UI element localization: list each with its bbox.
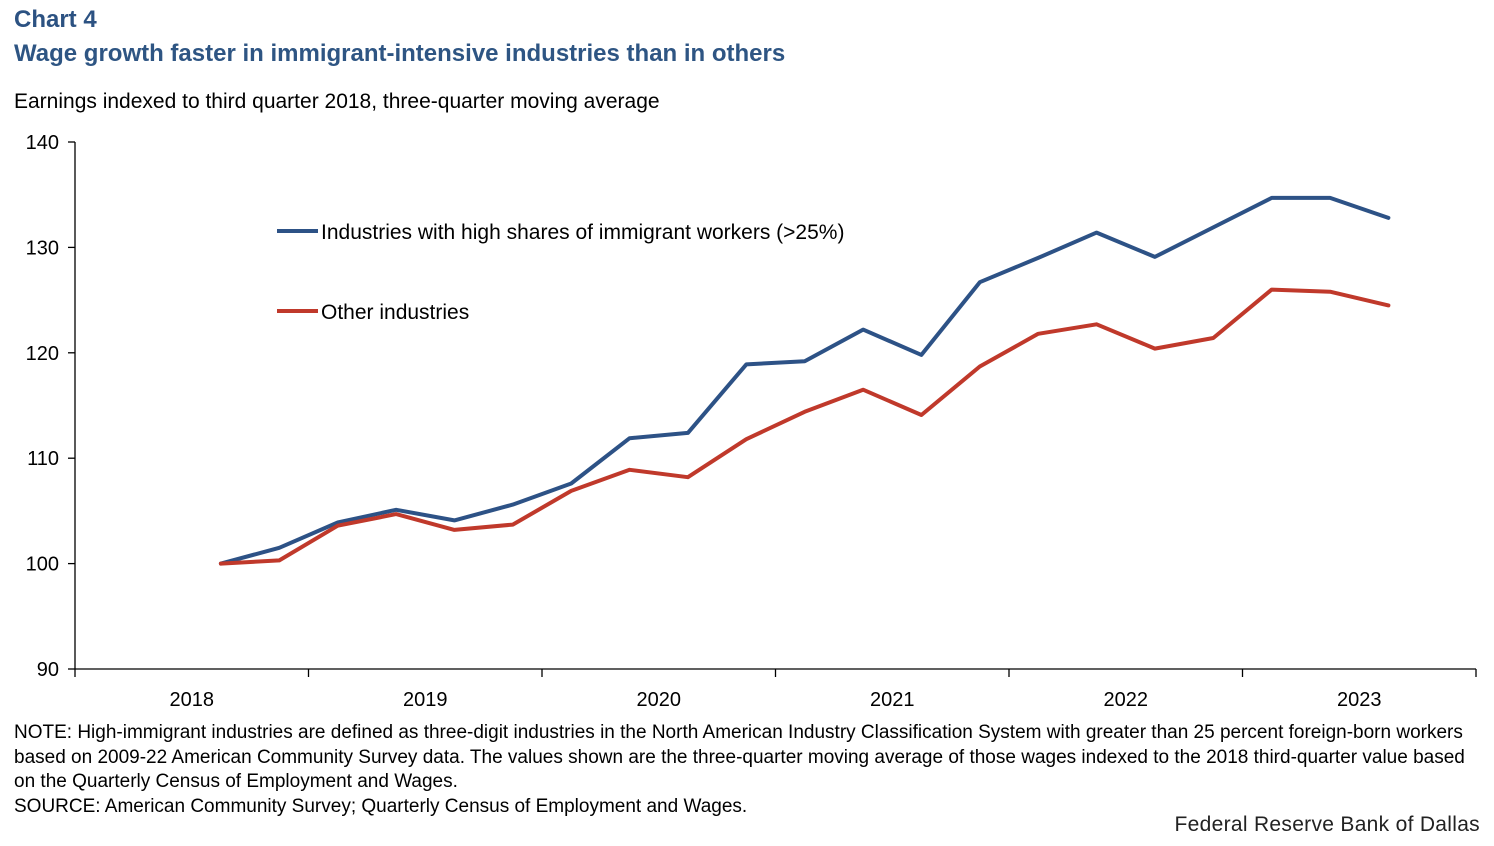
x-tick-label: 2020 [637, 689, 682, 711]
chart-legend: Industries with high shares of immigrant… [277, 221, 844, 324]
x-tick-label: 2018 [170, 689, 215, 711]
y-tick-label: 100 [26, 554, 59, 576]
chart-title: Wage growth faster in immigrant-intensiv… [14, 40, 786, 67]
y-tick-label: 90 [37, 659, 59, 681]
chart-axes: 90 100 110 120 130 140 2018 2019 2020 2021 2022 202… [26, 132, 1477, 711]
source-text: SOURCE: American Community Survey; Quart… [14, 795, 748, 817]
legend-label-1: Industries with high shares of immigrant… [321, 221, 844, 244]
chart-subtitle: Earnings indexed to third quarter 2018, … [14, 90, 660, 113]
y-tick-label: 110 [27, 448, 59, 470]
x-tick-label: 2021 [870, 689, 915, 711]
legend-label-2: Other industries [321, 301, 469, 324]
chart-label: Chart 4 [14, 6, 97, 33]
chart-series [218, 195, 1391, 566]
series-line-1 [218, 195, 1391, 566]
y-tick-label: 130 [26, 237, 59, 259]
chart-notes: NOTE: High-immigrant industries are defi… [14, 721, 1484, 819]
note-text: NOTE: High-immigrant industries are defi… [14, 722, 1465, 792]
x-tick-label: 2023 [1337, 689, 1382, 711]
x-tick-label: 2019 [403, 689, 448, 711]
publisher-brand: Federal Reserve Bank of Dallas [1174, 813, 1480, 836]
x-tick-label: 2022 [1104, 689, 1149, 711]
y-tick-label: 140 [26, 132, 59, 154]
series-line-2 [218, 287, 1391, 566]
y-tick-label: 120 [26, 343, 59, 365]
